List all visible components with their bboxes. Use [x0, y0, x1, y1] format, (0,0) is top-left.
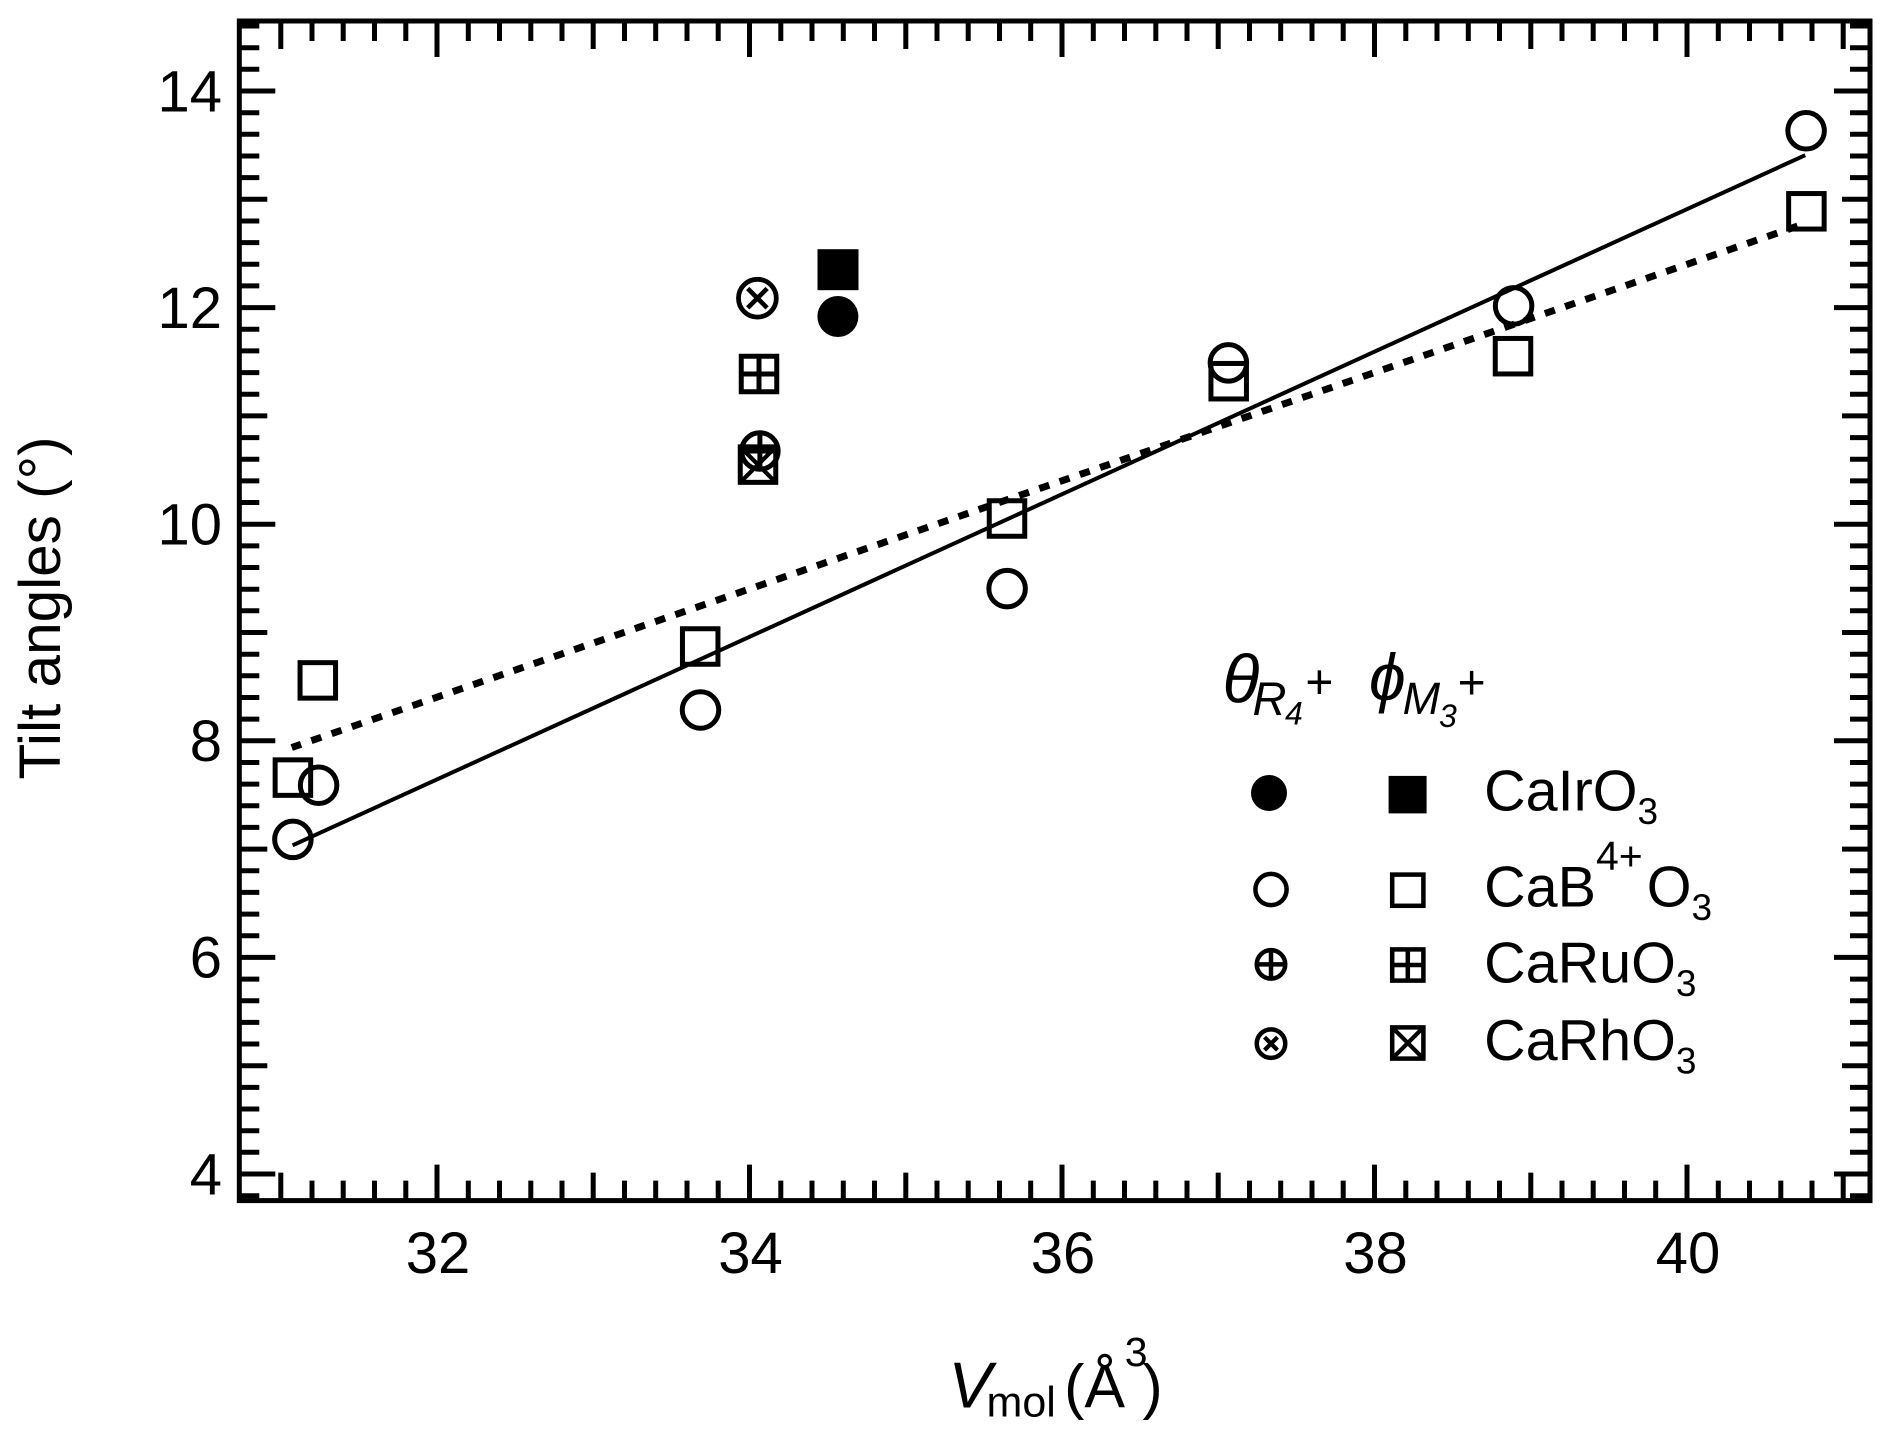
- svg-text:6: 6: [190, 926, 222, 991]
- svg-text:36: 36: [1031, 1221, 1096, 1286]
- svg-text:4: 4: [190, 1142, 222, 1207]
- svg-text:M: M: [1403, 673, 1441, 724]
- svg-text:34: 34: [718, 1221, 783, 1286]
- svg-text:mol: mol: [987, 1379, 1056, 1427]
- svg-text:θ: θ: [1223, 641, 1260, 717]
- svg-text:32: 32: [406, 1221, 471, 1286]
- svg-text:): ): [1142, 1352, 1162, 1420]
- svg-text:CaRhO3: CaRhO3: [1484, 1009, 1696, 1082]
- svg-text:Tilt angles (°): Tilt angles (°): [8, 436, 73, 779]
- svg-text:12: 12: [157, 276, 222, 341]
- svg-text:3: 3: [1439, 698, 1457, 734]
- svg-text:10: 10: [157, 493, 222, 558]
- svg-text:3: 3: [1125, 1329, 1148, 1375]
- svg-text:ϕ: ϕ: [1369, 640, 1406, 714]
- svg-text:+: +: [1458, 657, 1486, 710]
- svg-text:8: 8: [190, 709, 222, 774]
- svg-text:V: V: [949, 1348, 998, 1421]
- svg-text:14: 14: [157, 59, 222, 124]
- svg-text:CaIrO3: CaIrO3: [1484, 760, 1658, 833]
- svg-text:38: 38: [1343, 1221, 1408, 1286]
- svg-text:+: +: [1305, 656, 1333, 709]
- svg-text:R: R: [1253, 672, 1287, 725]
- svg-text:4: 4: [1285, 696, 1303, 732]
- svg-text:40: 40: [1656, 1221, 1721, 1286]
- svg-text:(Å: (Å: [1064, 1352, 1125, 1420]
- svg-text:CaRuO3: CaRuO3: [1484, 931, 1696, 1004]
